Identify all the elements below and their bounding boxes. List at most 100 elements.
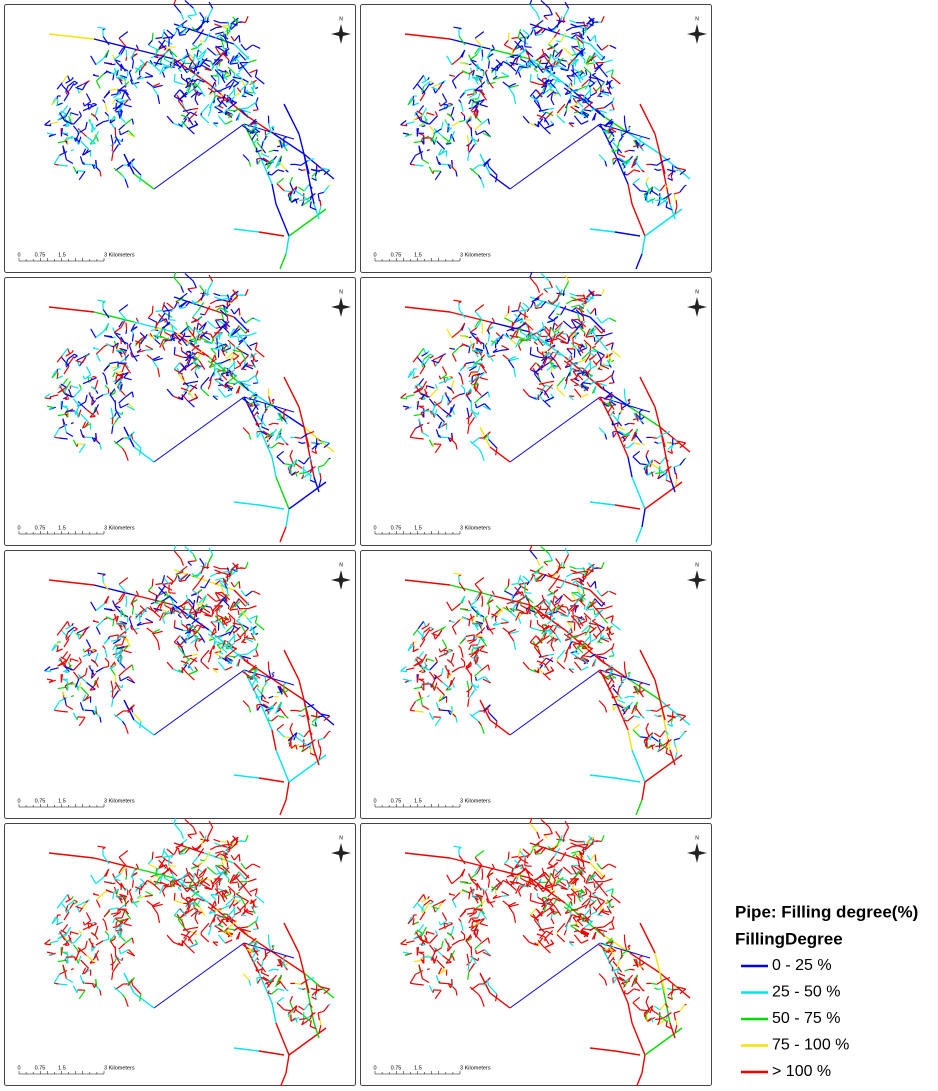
- pipe: [482, 57, 483, 61]
- pipe: [253, 383, 258, 384]
- pipe: [476, 404, 477, 408]
- pipe: [572, 319, 579, 320]
- pipe: [169, 593, 176, 594]
- pipe: [122, 685, 123, 688]
- pipe: [120, 404, 121, 408]
- pipe: [530, 347, 531, 355]
- panel-frame: [5, 278, 356, 546]
- pipe: [658, 443, 661, 444]
- pipe: [77, 717, 78, 720]
- legend-title: Pipe: Filling degree(%): [735, 902, 918, 921]
- pipe: [629, 423, 634, 424]
- north-label: N: [339, 562, 343, 568]
- pipe: [196, 337, 197, 344]
- pipe: [444, 104, 448, 105]
- scale-label: 1.5: [414, 252, 422, 258]
- pipe: [169, 47, 176, 48]
- map-panel: N00.751.53 Kilometers: [5, 272, 356, 546]
- pipe: [239, 35, 240, 42]
- pipe: [595, 581, 596, 588]
- pipe: [629, 150, 634, 151]
- scale-label: 0: [17, 252, 20, 258]
- pipe: [584, 606, 585, 609]
- pipe: [658, 170, 661, 171]
- pipe: [468, 144, 469, 152]
- scale-label: 0.75: [35, 798, 46, 804]
- north-label: N: [339, 289, 343, 295]
- pipe: [245, 87, 246, 93]
- pipe: [481, 86, 482, 88]
- pipe: [122, 412, 123, 415]
- pipe: [302, 443, 305, 444]
- pipe: [228, 333, 229, 336]
- pipe: [525, 47, 532, 48]
- pipe: [558, 59, 559, 60]
- pipe: [469, 337, 472, 338]
- scale-label: 3 Kilometers: [104, 798, 135, 804]
- pipe: [540, 60, 541, 63]
- pipe: [595, 308, 596, 315]
- pipe: [216, 300, 221, 301]
- pipe: [174, 347, 175, 355]
- pipe: [113, 337, 116, 338]
- pipe: [152, 306, 153, 314]
- scale-label: 0.75: [391, 252, 402, 258]
- pipe: [540, 333, 541, 336]
- pipe: [583, 590, 584, 595]
- pipe: [590, 87, 591, 96]
- pipe: [601, 360, 602, 366]
- pipe: [329, 458, 331, 459]
- pipe: [126, 330, 127, 334]
- pipe: [57, 373, 58, 379]
- pipe: [202, 605, 203, 606]
- pipe: [184, 60, 185, 63]
- pipe: [601, 87, 602, 93]
- pipe: [449, 347, 451, 348]
- pipe: [563, 563, 564, 569]
- pipe: [552, 337, 553, 344]
- pipe: [540, 606, 541, 609]
- pipe: [93, 74, 95, 75]
- pipe: [413, 646, 414, 652]
- pipe: [122, 139, 123, 142]
- pipe: [57, 369, 58, 372]
- pipe: [234, 360, 235, 369]
- map-panel: N00.751.53 Kilometers: [5, 0, 356, 273]
- pipe: [482, 323, 483, 330]
- pipe: [613, 158, 617, 159]
- pipe: [116, 103, 117, 109]
- pipe: [508, 306, 509, 314]
- panel-frame: [5, 551, 356, 819]
- pipe: [572, 46, 579, 47]
- pipe: [685, 458, 687, 459]
- pipe: [174, 0, 176, 4]
- north-label: N: [695, 289, 699, 295]
- pipe: [207, 17, 208, 23]
- pipe: [125, 359, 126, 361]
- scale-label: 0: [17, 525, 20, 531]
- pipe: [227, 590, 228, 595]
- scale-label: 1.5: [58, 798, 66, 804]
- pipe: [472, 376, 473, 382]
- pipe: [152, 33, 153, 41]
- pipe: [472, 649, 473, 655]
- pipe: [468, 690, 469, 698]
- pipe: [257, 431, 261, 432]
- pipe: [228, 60, 229, 63]
- pipe: [125, 86, 126, 88]
- pipe: [413, 96, 414, 99]
- pipe: [584, 333, 585, 336]
- pipe: [196, 64, 197, 71]
- pipe: [256, 694, 257, 698]
- pipe: [563, 290, 564, 296]
- pipe: [110, 666, 111, 669]
- pipe: [256, 148, 257, 152]
- pipe: [57, 96, 58, 99]
- pipe: [126, 57, 127, 61]
- pipe: [444, 377, 448, 378]
- pipe: [120, 131, 121, 135]
- pipe: [152, 579, 153, 587]
- panel-frame: [361, 5, 712, 273]
- pipe: [126, 603, 127, 607]
- pipe: [273, 126, 274, 127]
